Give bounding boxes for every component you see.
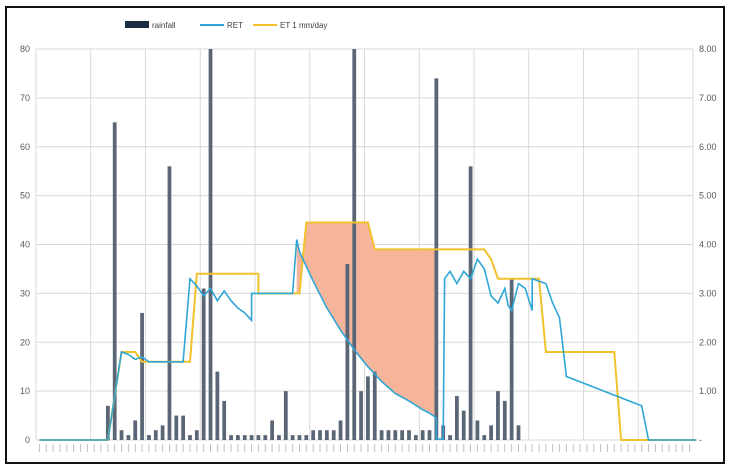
rainfall-bar (201, 288, 206, 440)
rainfall-bar (516, 425, 521, 440)
deficit-fill-layer (296, 222, 436, 418)
y-left-tick-label: 40 (20, 240, 30, 250)
y-right-tick-label: 5.00 (699, 191, 717, 201)
y-left-tick-label: 0 (25, 435, 30, 445)
rainfall-bar (420, 430, 425, 440)
rainfall-bar (468, 166, 473, 441)
rainfall-bar (324, 430, 329, 440)
rainfall-bar (366, 376, 370, 440)
y-right-tick-label: - (699, 435, 702, 445)
rainfall-bar (393, 430, 398, 440)
chart-svg: 0 - 10 1.00 20 2.00 30 3.00 40 4.00 50 5.00 60 6.00 70… (20, 21, 717, 452)
rainfall-bar (112, 122, 117, 440)
rainfall-bar (448, 435, 452, 440)
rainfall-bar (140, 312, 144, 440)
rainfall-bar (413, 435, 418, 440)
rainfall-bar (372, 371, 377, 440)
rainfall-bar (379, 430, 384, 440)
rainfall-bar (331, 430, 336, 440)
rainfall-bar (215, 371, 220, 440)
y-left-tick-label: 50 (20, 191, 30, 201)
rainfall-bar (434, 78, 439, 440)
rainfall-bar (345, 264, 350, 440)
y-right-tick-label: 6.00 (699, 142, 717, 152)
chart-frame: 0 - 10 1.00 20 2.00 30 3.00 40 4.00 50 5.00 60 6.00 70… (5, 6, 725, 464)
rainfall-bar (304, 435, 309, 440)
rainfall-bar (338, 420, 343, 440)
rainfall-bar (236, 435, 240, 440)
rainfall-bar (256, 435, 261, 440)
rainfall-bar (400, 430, 405, 440)
rainfall-bar (153, 430, 158, 440)
rainfall-bar (461, 410, 466, 440)
ret-line (39, 239, 697, 441)
rainfall-bar (277, 435, 281, 440)
y-left-tick-label: 60 (20, 142, 30, 152)
rainfall-bar (270, 420, 274, 440)
rainfall-bar (283, 391, 288, 440)
legend-swatch-rainfall (125, 21, 149, 28)
rainfall-bar (194, 430, 199, 440)
y-left-tick-label: 80 (20, 44, 30, 54)
rainfall-bar (386, 430, 391, 440)
rainfall-bar (482, 435, 487, 440)
rainfall-bar (105, 405, 110, 440)
legend-label-ret: RET (227, 21, 243, 30)
rainfall-bar (147, 435, 151, 440)
y-left-tick-label: 20 (20, 337, 30, 347)
rainfall-bar (167, 166, 172, 441)
rainfall-bar (174, 415, 179, 440)
rainfall-bar (427, 430, 432, 440)
legend-label-rainfall: rainfall (152, 21, 176, 30)
rainfall-bar (311, 430, 316, 440)
rainfall-bar (475, 420, 480, 440)
legend: rainfall RET ET 1 mm/day (125, 21, 327, 30)
rainfall-bar (181, 415, 186, 440)
rainfall-bars (105, 49, 521, 441)
rainfall-bar (249, 435, 254, 440)
y-right-tick-label: 2.00 (699, 337, 717, 347)
rainfall-bar (509, 278, 514, 440)
rainfall-bar (502, 400, 507, 440)
rainfall-bar (455, 396, 459, 440)
rainfall-bar (263, 435, 268, 440)
rainfall-bar (359, 391, 363, 440)
y-right-tick-label: 3.00 (699, 288, 717, 298)
rainfall-bar (496, 391, 500, 440)
rainfall-bar (242, 435, 247, 440)
y-right-tick-label: 8.00 (699, 44, 717, 54)
rainfall-bar (208, 49, 213, 440)
rainfall-bar (318, 430, 322, 440)
rainfall-bar (222, 400, 227, 440)
axis-layer: 0 - 10 1.00 20 2.00 30 3.00 40 4.00 50 5.00 60 6.00 70… (20, 44, 717, 452)
rainfall-bar (160, 425, 165, 440)
rainfall-bar (133, 420, 138, 440)
legend-label-et: ET 1 mm/day (280, 21, 327, 30)
y-right-tick-label: 4.00 (699, 240, 717, 250)
rainfall-bar (119, 430, 124, 440)
y-left-tick-label: 70 (20, 93, 30, 103)
rainfall-bar (229, 435, 233, 440)
et-line (39, 221, 697, 441)
grid-layer (35, 48, 694, 441)
rainfall-bar (297, 435, 302, 440)
rainfall-bar (126, 435, 131, 440)
y-right-tick-label: 7.00 (699, 93, 717, 103)
rainfall-bar (352, 49, 357, 440)
line-layer (39, 221, 697, 441)
rainfall-bar (290, 435, 295, 440)
rainfall-bar (407, 430, 411, 440)
rainfall-bar (489, 425, 493, 440)
y-left-tick-label: 10 (20, 386, 30, 396)
rainfall-bar (188, 435, 192, 440)
deficit-area (296, 222, 436, 418)
y-right-tick-label: 1.00 (699, 386, 717, 396)
y-left-tick-label: 30 (20, 288, 30, 298)
